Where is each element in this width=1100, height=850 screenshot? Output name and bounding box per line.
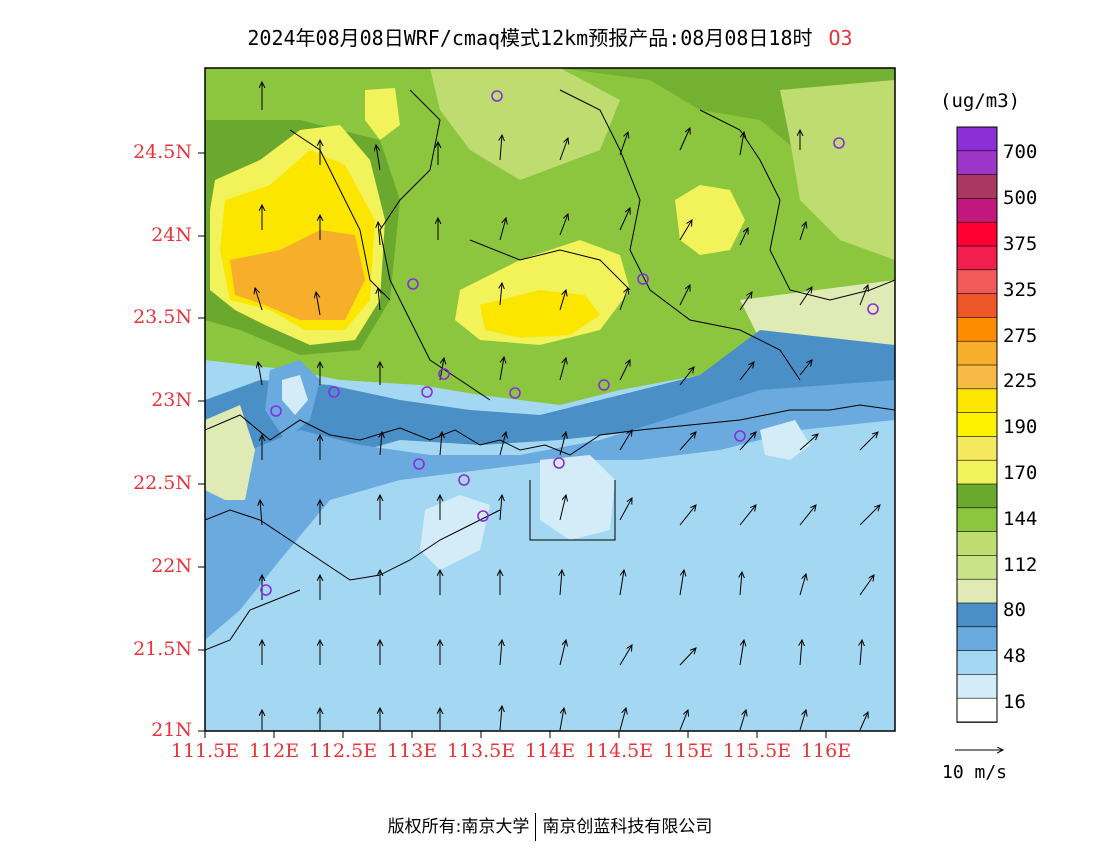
lat-tick: 23N [151, 389, 192, 411]
title-main: 2024年08月08日WRF/cmaq模式12km预报产品:08月08日18时 [247, 26, 813, 50]
colorbar-segment [956, 555, 998, 581]
legend-label: 325 [1003, 279, 1038, 301]
colorbar-segment [956, 674, 998, 700]
vector-key-label: 10 m/s [942, 762, 1008, 783]
boundaries [205, 89, 895, 651]
colorbar-segment [956, 412, 998, 438]
lat-tick: 21N [151, 719, 192, 741]
colorbar-segment [956, 150, 998, 176]
colorbar-segment [956, 317, 998, 342]
colorbar-segment [956, 221, 998, 247]
lon-tick: 113E [386, 740, 438, 762]
lon-tick: 112E [248, 740, 300, 762]
footer-copyright: 版权所有:南京大学 [387, 817, 530, 837]
legend-label: 16 [1003, 691, 1026, 713]
colorbar-frame [956, 126, 998, 723]
colorbar-segment [956, 198, 998, 223]
colorbar-segment [956, 293, 998, 319]
colorbar-segment [956, 602, 998, 628]
lat-tick: 23.5N [133, 306, 192, 328]
lon-tick: 112.5E [308, 740, 378, 762]
colorbar-segment [956, 578, 998, 604]
lat-tick: 24.5N [133, 141, 192, 163]
legend-label: 144 [1003, 508, 1038, 530]
footer-divider [535, 813, 537, 841]
ozone-field [205, 68, 895, 731]
lat-tick: 22N [151, 555, 192, 577]
colorbar-segment [956, 531, 998, 557]
colorbar-segment [956, 126, 998, 152]
lat-tick: 21.5N [133, 638, 192, 660]
wind-vectors [255, 82, 880, 731]
colorbar-segment [956, 245, 998, 271]
footer-company: 南京创蓝科技有限公司 [542, 817, 713, 837]
lon-tick: 115E [662, 740, 714, 762]
legend-label: 700 [1003, 141, 1038, 163]
lon-tick: 116E [800, 740, 852, 762]
legend-label: 275 [1003, 325, 1038, 347]
legend-label: 48 [1003, 645, 1026, 667]
legend-label: 190 [1003, 416, 1038, 438]
legend-label: 80 [1003, 599, 1026, 621]
colorbar-segment [956, 174, 998, 200]
colorbar-segment [956, 364, 998, 390]
lon-tick: 114.5E [584, 740, 654, 762]
legend-label: 225 [1003, 370, 1038, 392]
colorbar-segment [956, 626, 998, 652]
lat-tick: 24N [151, 224, 192, 246]
colorbar-segment [956, 483, 998, 509]
colorbar-segment [956, 388, 998, 414]
legend-label: 500 [1003, 187, 1038, 209]
legend-unit: (ug/m3) [940, 90, 1021, 112]
lon-tick: 111.5E [170, 740, 240, 762]
footer-credits: 版权所有:南京大学 南京创蓝科技有限公司 [0, 812, 1100, 841]
colorbar-segment [956, 269, 998, 295]
legend-label: 375 [1003, 233, 1038, 255]
title-species: O3 [828, 26, 853, 50]
lon-tick: 114E [524, 740, 576, 762]
colorbar-segment [956, 697, 998, 723]
colorbar-segment [956, 436, 998, 461]
lon-tick: 115.5E [722, 740, 792, 762]
colorbar-segment [956, 650, 998, 676]
chart-title: 2024年08月08日WRF/cmaq模式12km预报产品:08月08日18时 O… [0, 22, 1100, 51]
colorbar-segment [956, 507, 998, 533]
legend-label: 112 [1003, 554, 1038, 576]
axis-ticks [198, 152, 827, 738]
colorbar-segment [956, 459, 998, 485]
colorbar [956, 126, 998, 723]
legend-label: 170 [1003, 462, 1038, 484]
station-markers [260, 90, 879, 596]
lat-tick: 22.5N [133, 472, 192, 494]
lon-tick: 113.5E [446, 740, 516, 762]
colorbar-segment [956, 340, 998, 366]
